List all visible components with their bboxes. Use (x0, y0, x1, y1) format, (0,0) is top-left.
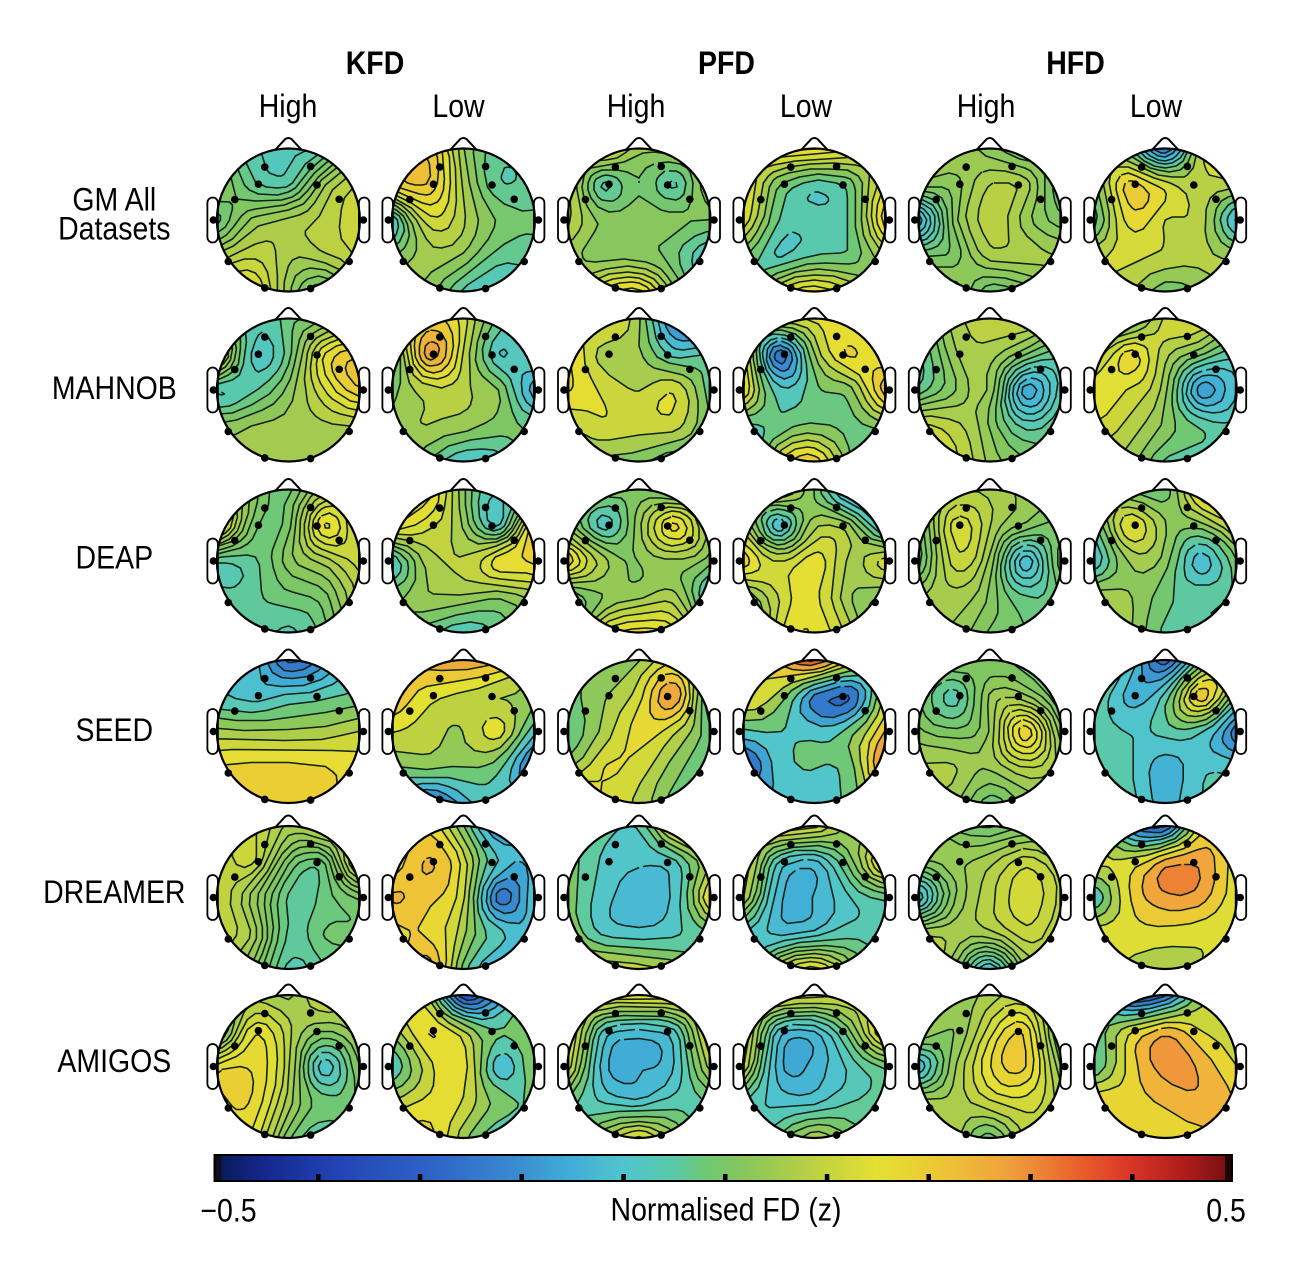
svg-text:Low: Low (432, 90, 484, 125)
svg-text:Normalised FD (z): Normalised FD (z) (611, 1193, 842, 1228)
svg-text:Low: Low (780, 90, 832, 125)
svg-text:AMIGOS: AMIGOS (57, 1045, 171, 1080)
svg-text:HFD: HFD (1046, 47, 1105, 82)
svg-text:High: High (259, 90, 318, 125)
svg-text:High: High (957, 90, 1016, 125)
svg-text:0.5: 0.5 (1206, 1194, 1246, 1229)
svg-text:DEAP: DEAP (76, 541, 154, 576)
svg-text:MAHNOB: MAHNOB (52, 372, 177, 407)
svg-text:SEED: SEED (76, 714, 154, 749)
svg-text:Datasets: Datasets (58, 212, 170, 247)
svg-text:DREAMER: DREAMER (43, 876, 185, 911)
svg-text:−0.5: −0.5 (200, 1194, 256, 1229)
svg-text:PFD: PFD (698, 47, 755, 82)
svg-text:KFD: KFD (346, 47, 405, 82)
svg-text:Low: Low (1130, 90, 1182, 125)
svg-text:High: High (607, 90, 666, 125)
svg-text:GM All: GM All (72, 183, 156, 218)
